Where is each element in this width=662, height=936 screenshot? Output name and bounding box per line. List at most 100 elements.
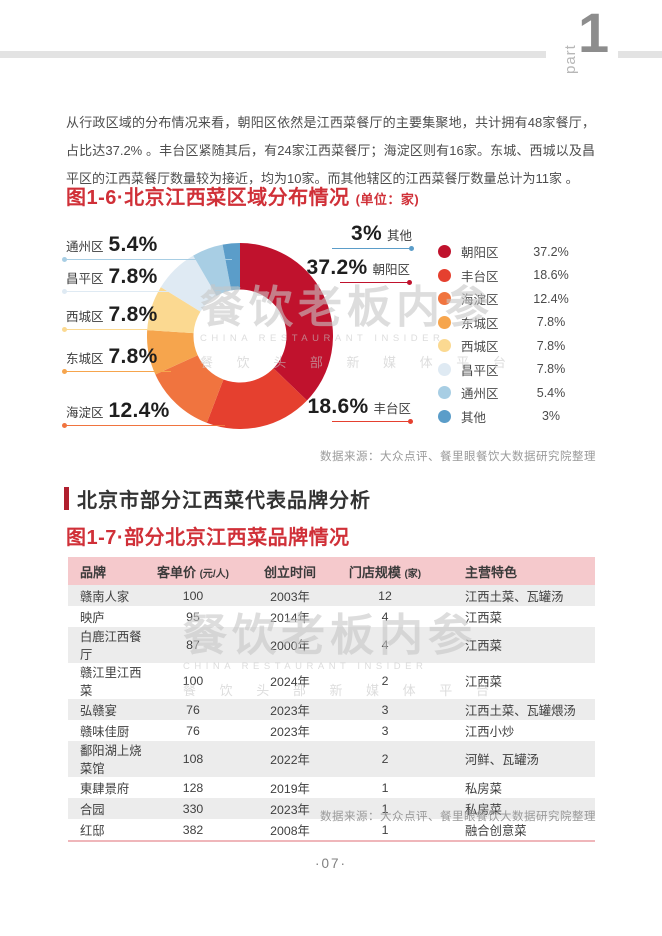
callout-0: 37.2% 朝阳区	[306, 256, 410, 280]
legend-district-name: 昌平区	[461, 363, 499, 378]
table-cell: 87	[146, 627, 240, 663]
callout-leader-line	[340, 282, 410, 283]
table-cell: 江西菜	[465, 675, 502, 689]
callout-leader-line	[64, 329, 173, 330]
legend-color-dot	[438, 245, 451, 258]
legend-color-dot	[438, 386, 451, 399]
table-cell: 3	[381, 723, 389, 738]
callout-district-name: 朝阳区	[372, 263, 410, 277]
legend-item-6: 通州区 5.4%	[438, 381, 608, 404]
table-cell: 江西土菜、瓦罐汤	[430, 585, 595, 606]
donut-slice-1	[206, 368, 307, 429]
table-cell: 100	[182, 674, 204, 688]
callout-end-dot	[409, 246, 414, 251]
donut-slice-6	[193, 244, 232, 296]
brand-analysis-heading: 北京市部分江西菜代表品牌分析	[64, 484, 371, 513]
table-cell: 弘赣宴	[68, 699, 146, 720]
table-cell: 4	[381, 609, 389, 624]
callout-leader-line	[332, 248, 412, 249]
intro-paragraph: 从行政区域的分布情况来看，朝阳区依然是江西菜餐厅的主要集聚地，共计拥有48家餐厅…	[66, 115, 595, 186]
district-distribution-donut-chart	[147, 243, 333, 429]
table-cell: 95	[186, 609, 200, 624]
callout-district-name: 西城区	[66, 310, 104, 324]
brand-table-header: 品牌 客单价 (元/人) 创立时间 门店规模 (家) 主营特色	[68, 557, 595, 585]
legend-color-dot	[438, 362, 451, 376]
table-cell: 2023年	[270, 724, 310, 739]
legend-district-pct: 7.8%	[536, 338, 566, 353]
table-cell: 4	[340, 627, 430, 663]
table-cell: 76	[186, 723, 200, 738]
legend-district-pct: 37.2%	[533, 244, 569, 259]
legend-district-name: 通州区	[461, 387, 499, 401]
legend-item-5: 昌平区 7.8%	[438, 358, 608, 381]
legend-district-name: 东城区	[461, 316, 499, 331]
figure-1-7-data-source: 数据来源：大众点评、餐里眼餐饮大数据研究院整理	[320, 811, 596, 823]
table-cell: 白鹿江西餐厅	[68, 627, 146, 663]
callout-4: 西城区 7.8%	[66, 303, 158, 327]
donut-slice-3	[147, 330, 198, 375]
brand-table: 品牌 客单价 (元/人) 创立时间 门店规模 (家) 主营特色 赣南人家 100 2003年…	[68, 557, 595, 842]
table-cell: 鄱阳湖上烧菜馆	[68, 741, 146, 777]
table-cell: 2	[381, 674, 389, 688]
table-row-8: 合园 330 2023年 1 私房菜	[68, 798, 595, 819]
donut-slice-5	[160, 255, 217, 312]
part-label: part	[562, 44, 579, 74]
page-number: ·07·	[314, 856, 347, 871]
column-header-3: 门店规模 (家)	[340, 557, 430, 585]
table-cell: 2019年	[270, 781, 310, 796]
part-number: 1	[578, 1, 610, 64]
callout-district-name: 其他	[386, 229, 412, 243]
table-cell: 128	[182, 780, 204, 795]
callout-1: 18.6% 丰台区	[307, 395, 411, 419]
callout-6: 通州区 5.4%	[66, 233, 158, 257]
legend-district-name: 朝阳区	[461, 246, 499, 260]
table-cell: 382	[182, 822, 204, 837]
table-row-5: 赣味佳厨 76 2023年 3 江西小炒	[68, 720, 595, 741]
table-row-7: 東肆景府 128 2019年 1 私房菜	[68, 777, 595, 798]
donut-slice-7	[222, 243, 240, 291]
callout-district-name: 通州区	[66, 240, 104, 254]
top-rule-left	[0, 51, 546, 58]
legend-district-name: 丰台区	[461, 269, 499, 284]
legend-color-dot	[438, 315, 451, 329]
table-cell: 2024年	[270, 675, 310, 689]
legend-item-2: 海淀区 12.4%	[438, 287, 608, 310]
callout-5: 昌平区 7.8%	[66, 265, 158, 289]
table-cell: 融合创意菜	[465, 823, 527, 838]
legend-color-dot	[438, 268, 451, 282]
top-rule-right	[618, 51, 662, 58]
callout-district-pct: 7.8%	[108, 345, 158, 368]
table-cell: 合园	[68, 798, 146, 819]
table-cell: 76	[146, 699, 240, 720]
table-cell: 赣南人家	[68, 585, 146, 606]
heading-accent-bar	[64, 487, 69, 510]
column-header-note: (家)	[404, 568, 422, 580]
table-cell: 108	[146, 741, 240, 777]
callout-leader-line	[64, 259, 232, 260]
table-cell: 1	[381, 822, 389, 837]
legend-item-4: 西城区 7.8%	[438, 334, 608, 357]
table-row-6: 鄱阳湖上烧菜馆 108 2022年 2 河鲜、瓦罐汤	[68, 741, 595, 777]
table-cell: 2000年	[240, 627, 340, 663]
table-cell: 江西土菜、瓦罐煨汤	[430, 699, 595, 720]
callout-district-pct: 3%	[351, 222, 382, 245]
table-cell: 2022年	[240, 741, 340, 777]
table-cell: 東肆景府	[80, 781, 130, 796]
legend-color-dot	[438, 339, 451, 352]
table-cell: 江西菜	[465, 610, 502, 625]
table-cell: 私房菜	[465, 781, 502, 796]
legend-district-pct: 5.4%	[536, 385, 566, 400]
callout-district-pct: 7.8%	[108, 265, 158, 288]
figure-1-7-title: 图1-7·部分北京江西菜品牌情况	[66, 527, 350, 549]
callout-leader-line	[64, 371, 171, 372]
callout-end-dot	[62, 289, 67, 294]
legend-color-dot	[438, 409, 451, 423]
table-cell: 330	[146, 798, 240, 819]
table-cell: 赣味佳厨	[80, 724, 130, 739]
callout-leader-line	[64, 425, 225, 426]
table-cell: 2	[340, 741, 430, 777]
table-cell: 3	[340, 699, 430, 720]
column-header-4: 主营特色	[430, 557, 595, 585]
donut-slice-4	[147, 287, 201, 334]
